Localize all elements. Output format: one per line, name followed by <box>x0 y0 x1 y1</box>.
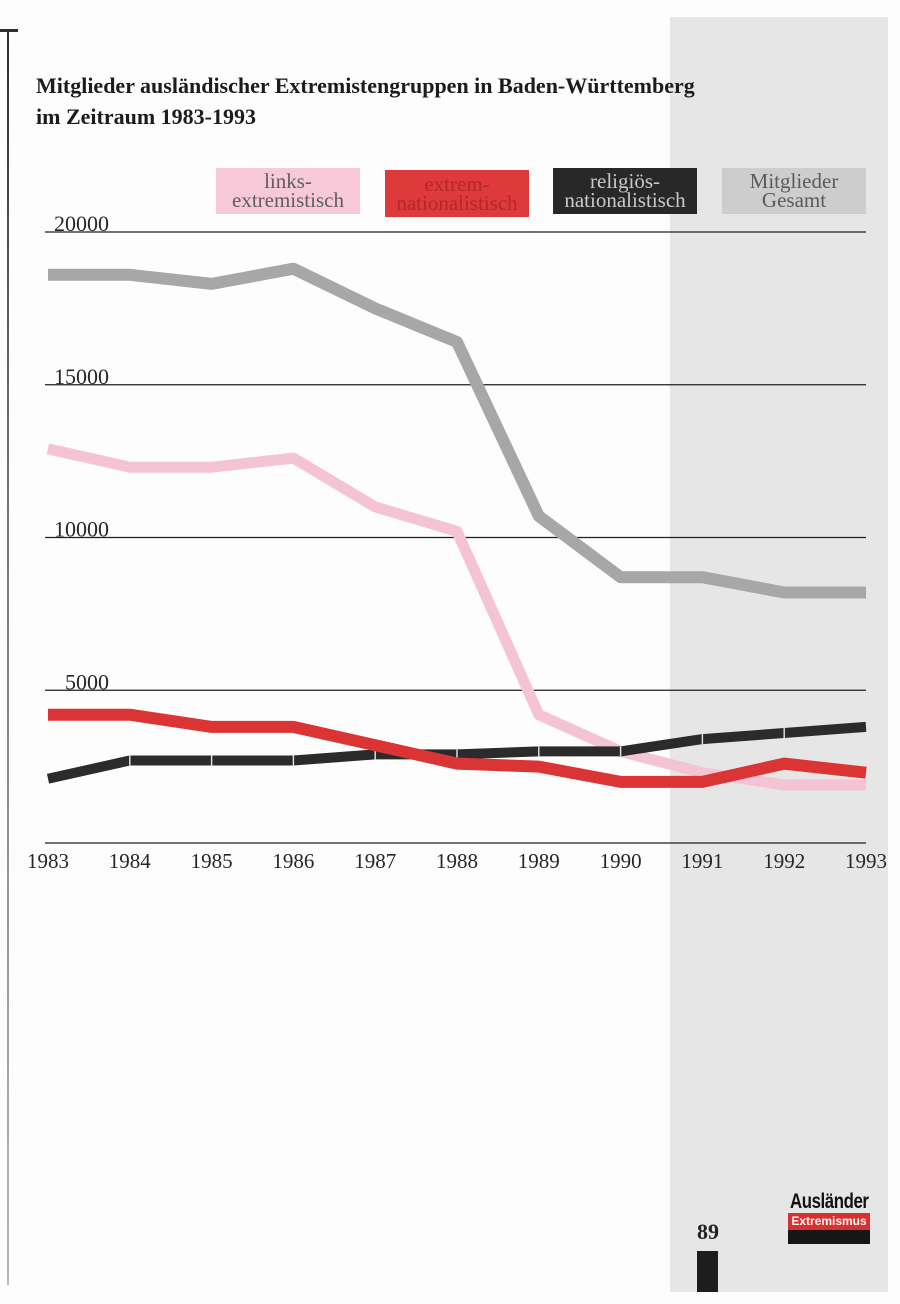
series-mitglieder-gesamt <box>48 262 866 599</box>
chart-title-line-2: im Zeitraum 1983-1993 <box>36 104 256 129</box>
x-tick-label-1987: 1987 <box>354 849 396 873</box>
x-tick-label-1983: 1983 <box>27 849 69 873</box>
logo-word-auslaender: Ausländer <box>790 1190 869 1213</box>
x-tick-label-1984: 1984 <box>109 849 152 873</box>
chart-title: Mitglieder ausländischer Extremistengrup… <box>36 70 695 132</box>
y-tick-label-15000: 15000 <box>54 364 109 389</box>
logo-black-bar <box>788 1230 870 1244</box>
legend-label-line-2: Gesamt <box>761 188 827 212</box>
x-tick-label-1991: 1991 <box>681 849 723 873</box>
y-tick-label-5000: 5000 <box>65 669 109 694</box>
x-tick-label-1989: 1989 <box>518 849 560 873</box>
x-tick-label-1986: 1986 <box>272 849 314 873</box>
x-tick-label-1993: 1993 <box>845 849 887 873</box>
legend-label-line-2: nationalistisch <box>396 190 518 215</box>
legend-label-line-1: links- <box>264 169 312 193</box>
legend-label-line-1: extrem- <box>424 171 490 196</box>
chart-title-line-1: Mitglieder ausländischer Extremistengrup… <box>36 73 695 98</box>
x-tick-label-1992: 1992 <box>763 849 805 873</box>
legend-item-mitglieder-gesamt: Mitglieder Gesamt <box>722 168 866 214</box>
series-line-extrem-nationalistisch <box>48 708 867 788</box>
logo-word-extremismus: Extremismus <box>791 1214 867 1228</box>
page-edge-mark <box>0 29 18 32</box>
legend-label-line-2: extremistisch <box>232 188 344 212</box>
y-tick-label-20000: 20000 <box>54 211 109 236</box>
legend-label-line-2: nationalistisch <box>564 188 686 212</box>
page-number-bar <box>697 1251 718 1292</box>
series-extrem-nationalistisch <box>48 708 867 788</box>
y-axis-labels: 20000 15000 10000 5000 <box>54 211 109 694</box>
x-tick-label-1985: 1985 <box>191 849 233 873</box>
x-tick-label-1988: 1988 <box>436 849 478 873</box>
series-line-mitglieder-gesamt <box>48 262 866 599</box>
legend-item-links-extremistisch: links- extremistisch <box>216 168 360 214</box>
series-lines <box>46 262 867 791</box>
legend-label-line-1: Mitglieder <box>749 169 839 193</box>
grey-margin-column <box>670 17 888 1292</box>
legend-item-religioes-nationalistisch: religiös- nationalistisch <box>553 168 697 214</box>
logo-red-band: Extremismus <box>788 1213 870 1230</box>
legend-label-line-1: religiös- <box>590 169 660 193</box>
x-tick-label-1990: 1990 <box>600 849 642 873</box>
page-edge-line <box>7 29 9 1285</box>
y-tick-label-10000: 10000 <box>54 517 109 542</box>
legend-item-extrem-nationalistisch: extrem- nationalistisch <box>385 170 529 217</box>
page-number: 89 <box>697 1219 719 1244</box>
section-logo: Ausländer Extremismus <box>788 1190 870 1244</box>
x-axis-labels: 1983 1984 1985 1986 1987 1988 1989 1990 1991 1992… <box>27 849 887 873</box>
